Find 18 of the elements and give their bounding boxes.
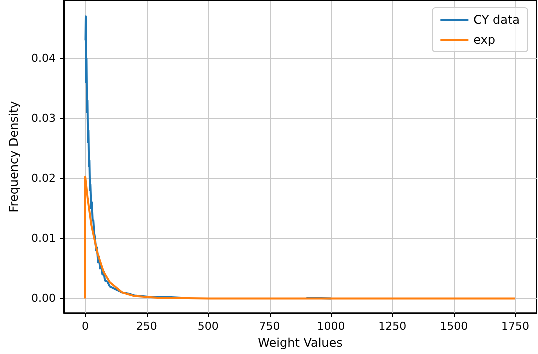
line-series (84, 176, 516, 300)
x-tick-label: 1000 (317, 320, 346, 334)
y-axis-title: Frequency Density (7, 101, 21, 213)
x-tick-label: 1750 (502, 320, 530, 334)
x-tick-label: 1500 (440, 320, 468, 334)
y-tick-label: 0.03 (32, 112, 56, 126)
legend-label: exp (474, 33, 496, 47)
y-tick-label: 0.02 (32, 172, 56, 186)
legend-label: CY data (474, 13, 520, 27)
x-tick-label: 500 (198, 320, 219, 334)
y-tick-label: 0.01 (32, 232, 56, 246)
x-tick-label: 0 (82, 320, 89, 334)
y-tick-label: 0.04 (32, 52, 56, 66)
x-tick-label: 250 (136, 320, 158, 334)
x-tick-label: 1250 (378, 320, 407, 334)
y-tick-label: 0.00 (32, 292, 56, 306)
x-axis-title: Weight Values (258, 336, 343, 350)
x-tick-label: 750 (259, 320, 280, 334)
